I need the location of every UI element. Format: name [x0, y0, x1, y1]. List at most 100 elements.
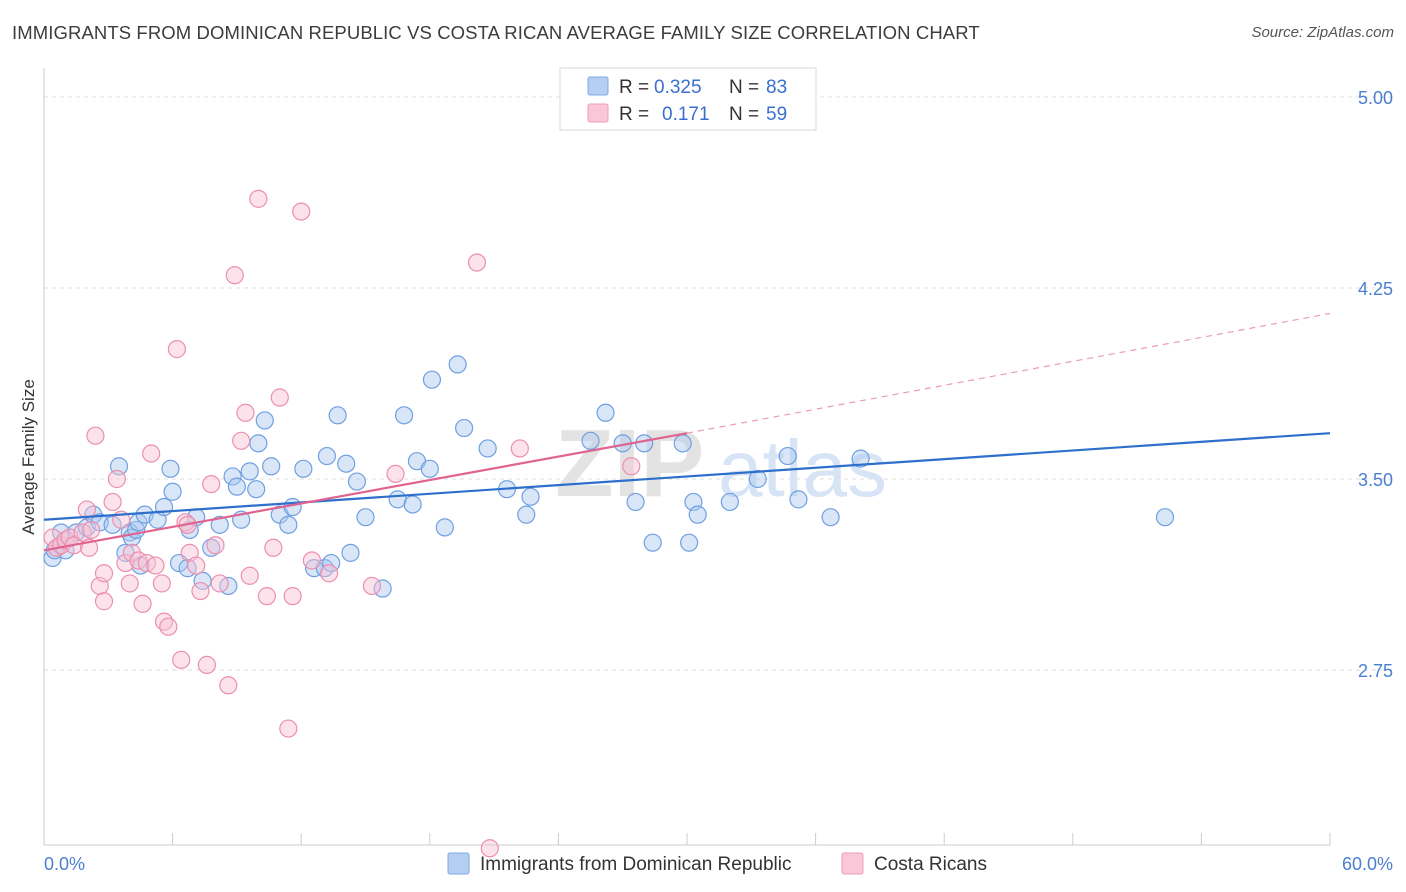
data-point-costarican — [319, 564, 339, 583]
data-point-dominican — [223, 467, 242, 486]
data-point-costarican — [107, 469, 126, 489]
data-point-costarican — [120, 574, 139, 593]
data-point-dominican — [328, 406, 347, 425]
x-tick-marks — [43, 833, 1331, 845]
data-point-dominican — [778, 446, 797, 466]
watermark: ZIP atlas — [555, 410, 887, 517]
data-point-costarican — [240, 566, 259, 585]
data-point-dominican — [851, 449, 870, 468]
data-point-dominican — [821, 508, 840, 527]
legend-r-value-2: 0.171 — [662, 104, 710, 125]
y-tick-label: 3.50 — [1358, 470, 1393, 490]
data-point-costarican — [270, 388, 289, 407]
legend-r-label-1: R = — [619, 77, 649, 98]
data-point-dominican — [688, 505, 707, 524]
data-point-costarican — [219, 676, 238, 695]
data-point-dominican — [643, 533, 662, 552]
data-point-dominican — [394, 406, 414, 425]
data-point-costarican — [86, 426, 105, 445]
data-point-costarican — [94, 564, 114, 583]
legend-swatch-pink — [587, 103, 609, 123]
trend-line-costarican-extension — [686, 312, 1331, 434]
data-point-dominican — [103, 515, 122, 534]
data-point-costarican — [133, 594, 152, 613]
legend-swatch-dominican — [447, 852, 470, 875]
y-tick-label: 4.25 — [1358, 279, 1393, 299]
y-axis-label: Average Family Size — [19, 379, 38, 535]
data-point-dominican — [255, 411, 274, 430]
legend-n-label-1: N = — [729, 77, 759, 98]
x-tick-label-max: 60.0% — [1342, 854, 1393, 874]
data-point-costarican — [197, 655, 216, 675]
legend-n-value-1: 83 — [766, 77, 787, 98]
data-point-dominican — [227, 477, 246, 496]
data-point-costarican — [225, 266, 244, 285]
data-point-costarican — [187, 556, 206, 575]
data-point-costarican — [167, 340, 186, 359]
legend-n-label-2: N = — [729, 104, 759, 125]
data-point-costarican — [279, 719, 298, 738]
data-point-dominican — [448, 355, 467, 374]
data-point-costarican — [292, 202, 311, 221]
data-point-dominican — [249, 434, 268, 453]
data-point-dominican — [748, 469, 767, 489]
data-point-costarican — [232, 431, 251, 450]
chart-title: IMMIGRANTS FROM DOMINICAN REPUBLIC VS CO… — [12, 22, 980, 43]
data-point-costarican — [480, 839, 499, 858]
data-point-costarican — [159, 617, 178, 636]
data-point-dominican — [356, 508, 375, 527]
data-point-dominican — [279, 515, 298, 534]
data-point-dominican — [161, 459, 180, 478]
trend-line-dominican — [43, 432, 1331, 521]
data-point-costarican — [152, 574, 171, 593]
data-point-dominican — [673, 434, 692, 453]
trend-line-costarican — [43, 432, 688, 552]
legend-label-dominican: Immigrants from Dominican Republic — [480, 854, 792, 875]
data-point-costarican — [249, 189, 268, 208]
series-costarican-points — [43, 189, 641, 858]
data-point-costarican — [191, 581, 210, 601]
data-point-costarican — [172, 650, 191, 669]
data-point-dominican — [626, 492, 645, 512]
watermark-zip: ZIP — [555, 410, 704, 517]
y-tick-label: 2.75 — [1358, 661, 1393, 681]
data-point-costarican — [302, 551, 322, 570]
data-point-dominican — [262, 457, 281, 476]
data-point-costarican — [622, 457, 641, 476]
y-tick-label: 5.00 — [1358, 88, 1393, 108]
data-point-dominican — [521, 487, 540, 506]
data-point-dominican — [789, 490, 808, 509]
data-point-costarican — [264, 538, 283, 557]
data-point-costarican — [202, 474, 221, 494]
data-point-dominican — [403, 495, 422, 514]
series-legend: Immigrants from Dominican Republic Costa… — [447, 852, 987, 875]
data-point-costarican — [94, 592, 114, 611]
y-tick-labels: 2.75 3.50 4.25 5.00 — [1358, 88, 1393, 681]
data-point-dominican — [210, 515, 229, 534]
data-point-dominican — [680, 533, 699, 552]
legend-r-label-2: R = — [619, 104, 649, 125]
data-point-dominican — [247, 480, 266, 499]
data-point-costarican — [510, 439, 529, 458]
data-point-costarican — [283, 587, 302, 606]
data-point-costarican — [146, 556, 165, 575]
data-point-dominican — [240, 462, 259, 481]
data-point-costarican — [362, 576, 382, 596]
data-point-costarican — [103, 492, 122, 512]
data-point-costarican — [236, 403, 255, 422]
correlation-legend: R = 0.325 N = 83 R = 0.171 N = 59 — [559, 67, 817, 131]
data-point-dominican — [337, 454, 356, 473]
data-point-dominican — [420, 459, 439, 478]
data-point-costarican — [77, 500, 96, 519]
data-point-dominican — [478, 439, 497, 458]
data-point-dominican — [347, 472, 367, 491]
source-label: Source: ZipAtlas.com — [1251, 24, 1394, 41]
series-dominican-points — [43, 355, 1175, 598]
data-point-dominican — [341, 543, 360, 562]
data-point-dominican — [1155, 508, 1175, 527]
data-point-dominican — [317, 446, 337, 466]
data-point-dominican — [720, 492, 739, 512]
data-point-dominican — [422, 370, 442, 389]
data-point-dominican — [596, 403, 615, 422]
